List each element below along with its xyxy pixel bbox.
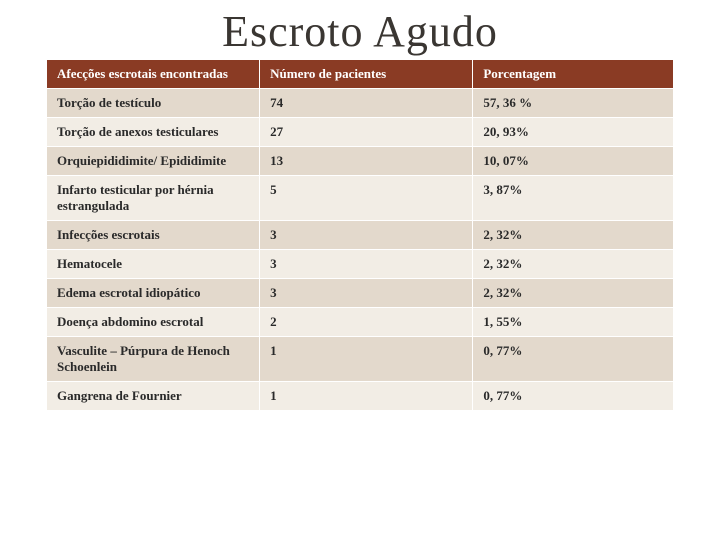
- table-row: Infarto testicular por hérnia estrangula…: [47, 176, 674, 221]
- slide-title: Escroto Agudo: [0, 0, 720, 59]
- table-row: Doença abdomino escrotal 2 1, 55%: [47, 308, 674, 337]
- cell: 0, 77%: [473, 382, 674, 411]
- cell: 1: [260, 337, 473, 382]
- cell: 27: [260, 118, 473, 147]
- data-table: Afecções escrotais encontradas Número de…: [46, 59, 674, 411]
- cell: Torção de testículo: [47, 89, 260, 118]
- table-row: Infecções escrotais 3 2, 32%: [47, 221, 674, 250]
- cell: 13: [260, 147, 473, 176]
- cell: 2: [260, 308, 473, 337]
- cell: Torção de anexos testiculares: [47, 118, 260, 147]
- cell: 2, 32%: [473, 279, 674, 308]
- col-header: Número de pacientes: [260, 60, 473, 89]
- cell: 0, 77%: [473, 337, 674, 382]
- table-row: Torção de anexos testiculares 27 20, 93%: [47, 118, 674, 147]
- cell: Vasculite – Púrpura de Henoch Schoenlein: [47, 337, 260, 382]
- cell: 1, 55%: [473, 308, 674, 337]
- cell: 3: [260, 279, 473, 308]
- cell: 10, 07%: [473, 147, 674, 176]
- cell: 74: [260, 89, 473, 118]
- table-row: Vasculite – Púrpura de Henoch Schoenlein…: [47, 337, 674, 382]
- cell: 5: [260, 176, 473, 221]
- table-container: Afecções escrotais encontradas Número de…: [0, 59, 720, 540]
- table-row: Orquiepididimite/ Epididimite 13 10, 07%: [47, 147, 674, 176]
- cell: 2, 32%: [473, 250, 674, 279]
- cell: Gangrena de Fournier: [47, 382, 260, 411]
- cell: 57, 36 %: [473, 89, 674, 118]
- cell: Doença abdomino escrotal: [47, 308, 260, 337]
- cell: 3: [260, 221, 473, 250]
- cell: 3, 87%: [473, 176, 674, 221]
- cell: 3: [260, 250, 473, 279]
- table-row: Edema escrotal idiopático 3 2, 32%: [47, 279, 674, 308]
- col-header: Afecções escrotais encontradas: [47, 60, 260, 89]
- table-header-row: Afecções escrotais encontradas Número de…: [47, 60, 674, 89]
- cell: Edema escrotal idiopático: [47, 279, 260, 308]
- cell: Infarto testicular por hérnia estrangula…: [47, 176, 260, 221]
- table-row: Gangrena de Fournier 1 0, 77%: [47, 382, 674, 411]
- cell: Hematocele: [47, 250, 260, 279]
- cell: Infecções escrotais: [47, 221, 260, 250]
- cell: Orquiepididimite/ Epididimite: [47, 147, 260, 176]
- col-header: Porcentagem: [473, 60, 674, 89]
- table-row: Hematocele 3 2, 32%: [47, 250, 674, 279]
- table-row: Torção de testículo 74 57, 36 %: [47, 89, 674, 118]
- cell: 2, 32%: [473, 221, 674, 250]
- cell: 1: [260, 382, 473, 411]
- cell: 20, 93%: [473, 118, 674, 147]
- slide: Escroto Agudo Afecções escrotais encontr…: [0, 0, 720, 540]
- table-body: Torção de testículo 74 57, 36 % Torção d…: [47, 89, 674, 411]
